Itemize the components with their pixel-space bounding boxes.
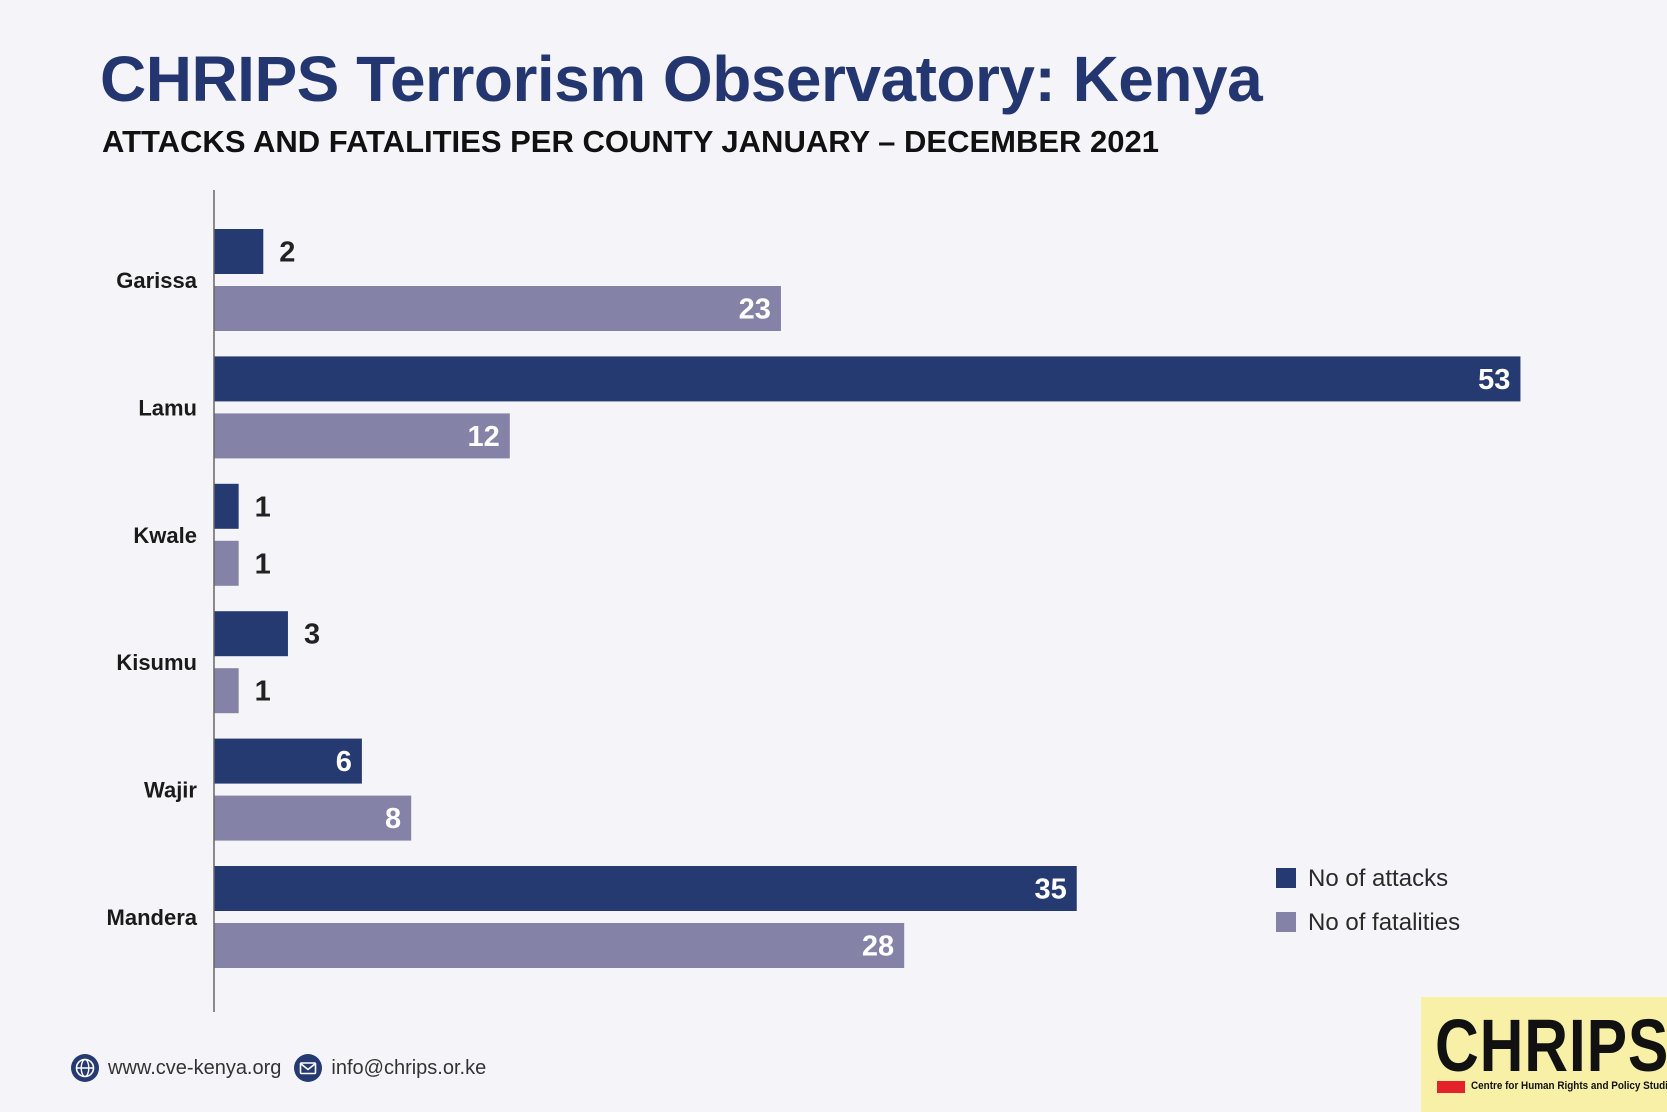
website-link[interactable]: www.cve-kenya.org <box>70 1053 281 1083</box>
legend-swatch-attacks <box>1276 868 1296 888</box>
data-label-attacks-lamu: 53 <box>1478 364 1510 396</box>
bar-fatalities-wajir <box>214 795 412 841</box>
email-link[interactable]: info@chrips.or.ke <box>293 1053 486 1083</box>
data-label-fatalities-wajir: 8 <box>385 803 401 835</box>
bar-attacks-mandera <box>214 866 1077 911</box>
data-label-attacks-kwale: 1 <box>255 491 271 523</box>
globe-icon <box>71 1054 99 1082</box>
website-text: www.cve-kenya.org <box>108 1056 282 1079</box>
data-label-fatalities-kisumu: 1 <box>255 676 271 708</box>
category-label-lamu: Lamu <box>138 395 197 420</box>
chrips-logo: CHRIPS Centre for Human Rights and Polic… <box>1421 997 1667 1112</box>
data-label-attacks-garissa: 2 <box>279 237 295 269</box>
bar-fatalities-lamu <box>214 413 510 459</box>
legend-label-attacks: No of attacks <box>1308 865 1448 892</box>
footer: www.cve-kenya.org info@chrips.or.ke <box>70 1053 492 1083</box>
data-label-fatalities-garissa: 23 <box>739 294 771 326</box>
category-label-kwale: Kwale <box>133 523 197 548</box>
page-subtitle: ATTACKS AND FATALITIES PER COUNTY JANUAR… <box>102 124 1160 159</box>
legend-swatch-fatalities <box>1276 912 1296 932</box>
logo-wordmark: CHRIPS <box>1435 1004 1667 1087</box>
bar-attacks-kwale <box>214 483 239 529</box>
bar-attacks-wajir <box>214 738 362 784</box>
envelope-icon <box>294 1054 323 1082</box>
data-label-fatalities-mandera: 28 <box>862 931 894 963</box>
bar-fatalities-kwale <box>214 540 239 586</box>
email-text: info@chrips.or.ke <box>331 1056 487 1079</box>
bar-attacks-lamu <box>214 356 1521 402</box>
data-label-attacks-mandera: 35 <box>1034 874 1066 906</box>
bar-attacks-kisumu <box>214 611 288 657</box>
logo-tagline: Centre for Human Rights and Policy Studi… <box>1471 1080 1667 1092</box>
page-title: CHRIPS Terrorism Observatory: Kenya <box>100 43 1263 115</box>
data-label-fatalities-lamu: 12 <box>468 421 500 453</box>
data-label-attacks-kisumu: 3 <box>304 619 320 651</box>
category-label-garissa: Garissa <box>116 268 197 293</box>
bar-fatalities-mandera <box>214 923 905 968</box>
bar-fatalities-garissa <box>214 286 781 331</box>
category-label-mandera: Mandera <box>107 905 198 930</box>
legend-label-fatalities: No of fatalities <box>1308 909 1460 936</box>
bar-fatalities-kisumu <box>214 668 239 714</box>
bar-attacks-garissa <box>214 229 264 274</box>
data-label-attacks-wajir: 6 <box>336 746 352 778</box>
category-label-kisumu: Kisumu <box>116 650 197 675</box>
logo-red-bar <box>1437 1081 1465 1093</box>
category-label-wajir: Wajir <box>144 778 197 803</box>
data-label-fatalities-kwale: 1 <box>255 548 271 580</box>
